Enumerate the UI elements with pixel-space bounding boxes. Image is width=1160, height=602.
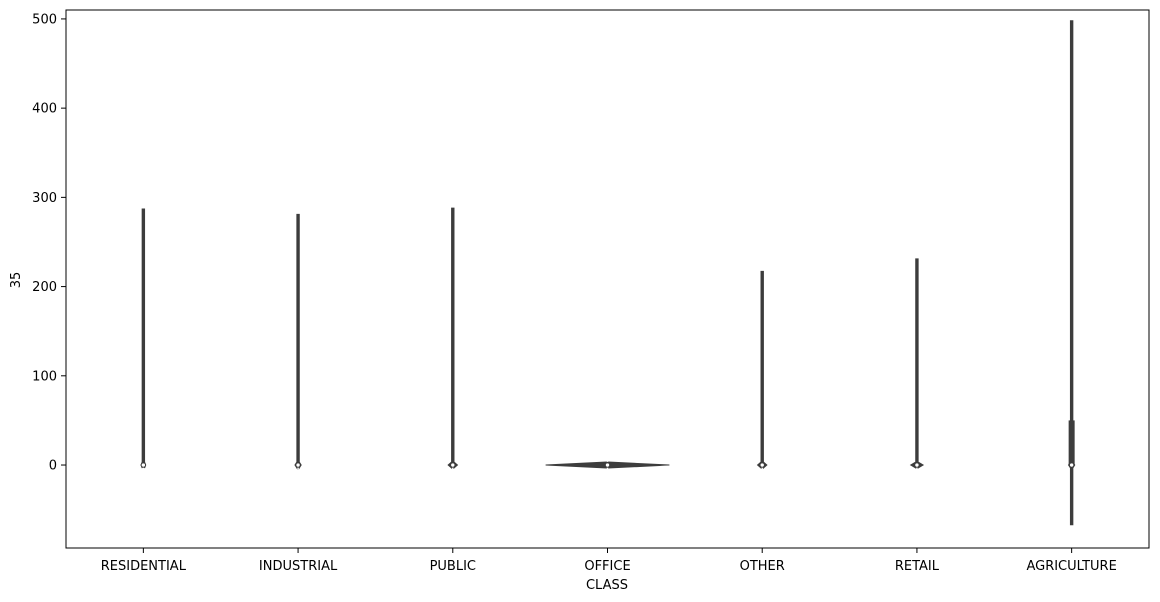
violin-median: [140, 462, 147, 468]
y-tick-label: 400: [32, 102, 57, 117]
violin-office: [545, 461, 670, 469]
violin-median: [759, 462, 765, 468]
violin-retail: [909, 258, 925, 469]
y-tick-label: 0: [49, 459, 57, 474]
violin-iqr-box: [1068, 420, 1075, 466]
violin-median: [295, 462, 301, 468]
x-axis-label: CLASS: [586, 578, 628, 593]
violin-agriculture: [1067, 20, 1076, 526]
violin-residential: [140, 208, 147, 469]
x-tick-label: INDUSTRIAL: [259, 559, 338, 574]
x-axis-ticks: RESIDENTIAL INDUSTRIAL PUBLIC OFFICE OTHER RE…: [101, 548, 1117, 574]
x-tick-label: OFFICE: [584, 559, 630, 574]
violin-body: [756, 270, 768, 470]
violin-other: [756, 270, 768, 470]
violin-body: [140, 208, 147, 469]
violin-body: [909, 258, 925, 469]
x-tick-label: OTHER: [740, 559, 785, 574]
violin-median: [914, 462, 920, 468]
violin-body: [294, 213, 302, 470]
violin-public: [447, 207, 459, 470]
violin-median: [1068, 462, 1075, 468]
violin-body: [447, 207, 459, 470]
y-tick-label: 200: [32, 280, 57, 295]
violin-median: [604, 462, 611, 468]
violin-median: [450, 462, 456, 468]
violin-series: [140, 20, 1076, 526]
y-tick-label: 100: [32, 369, 57, 384]
x-tick-label: RETAIL: [895, 559, 940, 574]
y-axis-ticks: 0 100 200 300 400 500: [32, 12, 66, 474]
x-tick-label: AGRICULTURE: [1026, 559, 1116, 574]
x-tick-label: PUBLIC: [430, 559, 476, 574]
y-tick-label: 300: [32, 191, 57, 206]
violin-industrial: [294, 213, 302, 470]
y-tick-label: 500: [32, 12, 57, 27]
x-tick-label: RESIDENTIAL: [101, 559, 187, 574]
y-axis-label: 35: [9, 272, 24, 289]
